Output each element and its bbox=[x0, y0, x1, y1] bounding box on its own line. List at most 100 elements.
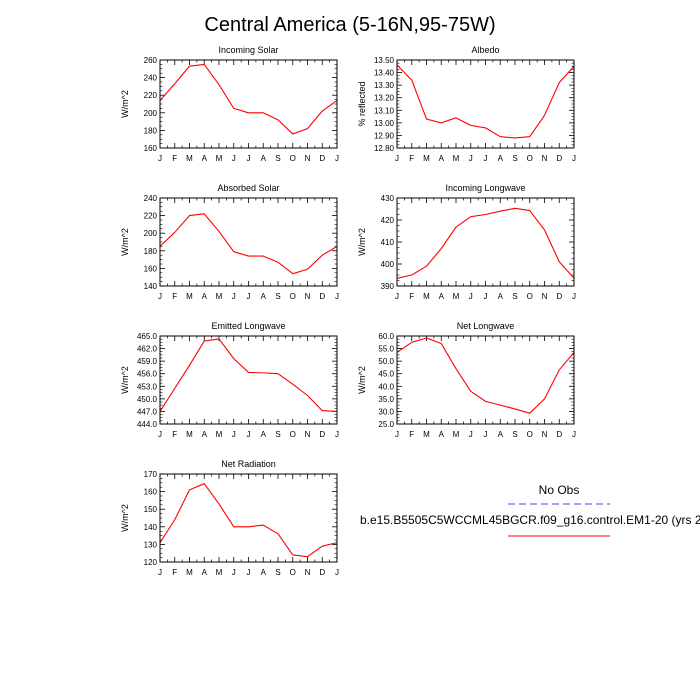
net-longwave-xtick-label: J bbox=[395, 430, 399, 439]
albedo-xtick-label: M bbox=[423, 154, 430, 163]
albedo-series-line bbox=[396, 64, 575, 139]
net-longwave-plot-frame bbox=[396, 335, 575, 425]
emitted-longwave-ytick-label: 465.0 bbox=[137, 332, 158, 341]
net-longwave-ytick-label: 45.0 bbox=[378, 370, 394, 379]
incoming-solar-ytick-label: 180 bbox=[144, 126, 158, 135]
incoming-longwave-ytick-label: 420 bbox=[381, 216, 395, 225]
incoming-longwave-series-line bbox=[396, 207, 575, 279]
absorbed-solar-ytick-label: 140 bbox=[144, 282, 158, 291]
net-radiation-ytick-label: 140 bbox=[144, 523, 158, 532]
absorbed-solar-ytick-label: 240 bbox=[144, 194, 158, 203]
albedo-ytick-label: 12.90 bbox=[374, 131, 395, 140]
albedo-xtick-label: J bbox=[572, 154, 576, 163]
incoming-longwave-ytick-label: 390 bbox=[381, 282, 395, 291]
albedo-xtick-label: S bbox=[512, 154, 517, 163]
incoming-solar-plot-frame bbox=[159, 59, 338, 149]
emitted-longwave-xtick-label: D bbox=[319, 430, 325, 439]
incoming-longwave-ylabel: W/m^2 bbox=[357, 228, 367, 256]
incoming-solar-xtick-label: S bbox=[275, 154, 280, 163]
emitted-longwave-xtick-label: F bbox=[172, 430, 177, 439]
net-radiation-xtick-label: D bbox=[319, 568, 325, 577]
emitted-longwave-xtick-label: A bbox=[202, 430, 208, 439]
incoming-longwave-xtick-label: J bbox=[469, 292, 473, 301]
net-longwave-ytick-label: 30.0 bbox=[378, 407, 394, 416]
incoming-longwave-title: Incoming Longwave bbox=[445, 183, 525, 193]
absorbed-solar-plot-frame bbox=[159, 197, 338, 287]
incoming-longwave-xtick-label: N bbox=[542, 292, 548, 301]
emitted-longwave-xtick-label: S bbox=[275, 430, 280, 439]
legend-model-label: b.e15.B5505C5WCCML45BGCR.f09_g16.control… bbox=[360, 513, 700, 527]
albedo-xtick-label: D bbox=[556, 154, 562, 163]
net-radiation-ytick-label: 170 bbox=[144, 470, 158, 479]
incoming-longwave-xtick-label: J bbox=[572, 292, 576, 301]
albedo-ytick-label: 13.30 bbox=[374, 81, 395, 90]
absorbed-solar-ytick-label: 180 bbox=[144, 247, 158, 256]
albedo-xtick-label: A bbox=[498, 154, 504, 163]
incoming-solar-xtick-label: D bbox=[319, 154, 325, 163]
net-radiation-xtick-label: M bbox=[216, 568, 223, 577]
net-longwave-ytick-label: 50.0 bbox=[378, 357, 394, 366]
emitted-longwave-ylabel: W/m^2 bbox=[120, 366, 130, 394]
incoming-solar-xtick-label: N bbox=[305, 154, 311, 163]
incoming-solar-xtick-label: A bbox=[261, 154, 267, 163]
emitted-longwave-ytick-label: 456.0 bbox=[137, 370, 158, 379]
emitted-longwave-ytick-label: 453.0 bbox=[137, 382, 158, 391]
main-title: Central America (5-16N,95-75W) bbox=[204, 14, 495, 36]
incoming-solar-xtick-label: A bbox=[202, 154, 208, 163]
absorbed-solar-ytick-label: 200 bbox=[144, 229, 158, 238]
net-longwave-xtick-label: M bbox=[453, 430, 460, 439]
net-longwave-xtick-label: S bbox=[512, 430, 517, 439]
net-radiation-xtick-label: S bbox=[275, 568, 280, 577]
net-longwave-ytick-label: 35.0 bbox=[378, 395, 394, 404]
albedo-xtick-label: O bbox=[527, 154, 533, 163]
incoming-longwave-xtick-label: J bbox=[484, 292, 488, 301]
absorbed-solar-ylabel: W/m^2 bbox=[120, 228, 130, 256]
net-radiation-xtick-label: J bbox=[247, 568, 251, 577]
emitted-longwave-xtick-label: M bbox=[216, 430, 223, 439]
incoming-solar-ytick-label: 240 bbox=[144, 74, 158, 83]
net-radiation-ytick-label: 160 bbox=[144, 488, 158, 497]
incoming-solar-ytick-label: 220 bbox=[144, 91, 158, 100]
absorbed-solar-xtick-label: A bbox=[261, 292, 267, 301]
emitted-longwave-plot-frame bbox=[159, 335, 338, 425]
albedo-ytick-label: 12.80 bbox=[374, 144, 395, 153]
albedo-xtick-label: A bbox=[439, 154, 445, 163]
absorbed-solar-xtick-label: J bbox=[158, 292, 162, 301]
absorbed-solar-title: Absorbed Solar bbox=[217, 183, 279, 193]
emitted-longwave-xtick-label: J bbox=[335, 430, 339, 439]
emitted-longwave-ytick-label: 447.0 bbox=[137, 407, 158, 416]
incoming-solar-ytick-label: 200 bbox=[144, 109, 158, 118]
absorbed-solar-xtick-label: F bbox=[172, 292, 177, 301]
emitted-longwave-xtick-label: J bbox=[232, 430, 236, 439]
emitted-longwave-xtick-label: O bbox=[290, 430, 296, 439]
legend-obs-label: No Obs bbox=[539, 483, 580, 497]
incoming-longwave-xtick-label: A bbox=[439, 292, 445, 301]
net-radiation-xtick-label: J bbox=[232, 568, 236, 577]
albedo-xtick-label: M bbox=[453, 154, 460, 163]
albedo-xtick-label: N bbox=[542, 154, 548, 163]
absorbed-solar-xtick-label: J bbox=[247, 292, 251, 301]
net-longwave-ytick-label: 40.0 bbox=[378, 382, 394, 391]
net-longwave-ylabel: W/m^2 bbox=[357, 366, 367, 394]
net-longwave-title: Net Longwave bbox=[457, 321, 515, 331]
emitted-longwave-ytick-label: 450.0 bbox=[137, 395, 158, 404]
albedo-ytick-label: 13.40 bbox=[374, 69, 395, 78]
incoming-solar-title: Incoming Solar bbox=[218, 45, 278, 55]
net-longwave-xtick-label: A bbox=[498, 430, 504, 439]
absorbed-solar-xtick-label: J bbox=[335, 292, 339, 301]
absorbed-solar-ytick-label: 160 bbox=[144, 264, 158, 273]
incoming-longwave-ytick-label: 430 bbox=[381, 194, 395, 203]
incoming-solar-xtick-label: J bbox=[232, 154, 236, 163]
albedo-ytick-label: 13.10 bbox=[374, 106, 395, 115]
absorbed-solar-series-line bbox=[159, 213, 338, 275]
albedo-ytick-label: 13.00 bbox=[374, 119, 395, 128]
incoming-solar-ytick-label: 160 bbox=[144, 144, 158, 153]
